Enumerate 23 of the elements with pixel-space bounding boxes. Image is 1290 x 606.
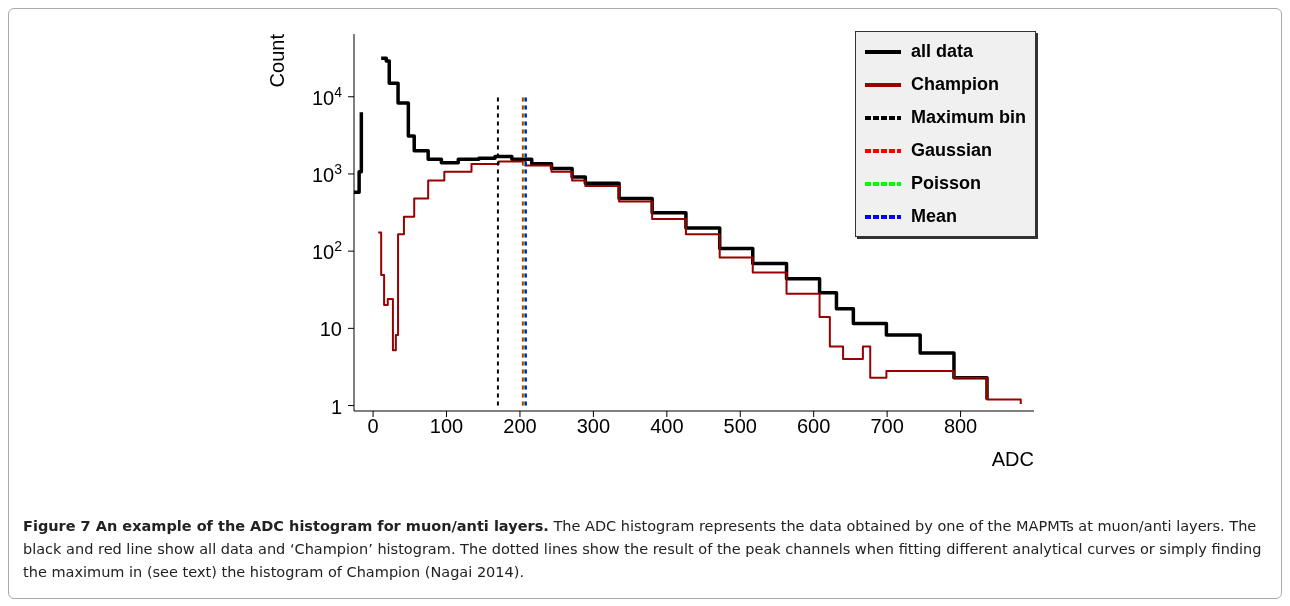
x-tick-label: 300	[576, 415, 611, 438]
x-tick-label: 400	[650, 415, 684, 438]
legend-label: all data	[910, 41, 974, 62]
legend-label: Mean	[910, 206, 957, 227]
legend-label: Gaussian	[910, 140, 993, 161]
x-tick-label: 800	[943, 415, 978, 438]
y-tick-label: 10	[319, 318, 342, 341]
x-tick-label: 500	[723, 415, 757, 438]
legend-label: Maximum bin	[910, 107, 1026, 128]
legend-label: Poisson	[910, 173, 981, 194]
text: Figure 7 An example of the ADC histogram for muon/anti layers.	[23, 518, 549, 534]
x-tick-label: 600	[797, 415, 831, 438]
y-tick-label: 10$^{3}$	[311, 160, 343, 186]
y-tick-label: 10$^{4}$	[311, 83, 343, 109]
x-tick-label: 0	[367, 415, 379, 438]
legend-label: Champion	[910, 74, 999, 95]
x-axis-title: ADC	[991, 448, 1034, 470]
y-tick-label: 10$^{2}$	[311, 238, 343, 264]
x-tick-label: 100	[429, 415, 464, 438]
x-tick-label: 200	[503, 415, 537, 438]
y-axis-title: Count	[266, 33, 288, 88]
x-tick-label: 700	[870, 415, 904, 438]
y-tick-label: 1	[330, 395, 342, 418]
